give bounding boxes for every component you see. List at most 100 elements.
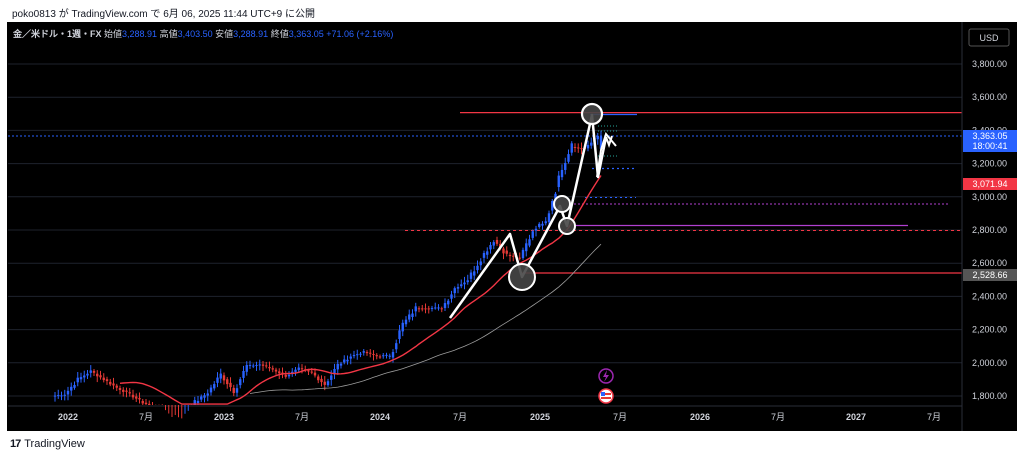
x-tick-label: 2023 xyxy=(214,412,234,422)
tradingview-logo-icon: 17 xyxy=(10,438,21,450)
price-label-value: 3,071.94 xyxy=(972,179,1007,189)
candle-body xyxy=(346,359,349,362)
candle-body xyxy=(242,370,245,378)
candle-body xyxy=(86,373,89,376)
candle-body xyxy=(226,379,229,385)
candle-body xyxy=(200,396,203,400)
candle-body xyxy=(265,365,268,367)
candle-body xyxy=(70,386,73,391)
candle-body xyxy=(456,287,460,289)
legend-text: 3,363.05 xyxy=(289,29,327,39)
candle-body xyxy=(261,364,265,366)
candle-body xyxy=(495,240,499,244)
candle-body xyxy=(463,282,466,285)
y-tick-label: 2,600.00 xyxy=(972,258,1007,268)
candle-body xyxy=(362,351,365,353)
candle-body xyxy=(144,402,148,405)
candle-body xyxy=(255,364,258,366)
candle-body xyxy=(434,307,437,309)
candle-body xyxy=(359,353,362,355)
price-label-box xyxy=(963,178,1017,190)
marker-circle-mid xyxy=(558,217,576,235)
legend-text: 金／米ドル・1週・FX xyxy=(12,28,104,39)
legend-text: +71.06 (+2.16%) xyxy=(326,29,393,39)
lightning-icon xyxy=(598,368,614,384)
candle-body xyxy=(320,378,323,383)
candle-body xyxy=(411,313,414,317)
candle-body xyxy=(300,368,304,370)
footer-bar: 17 TradingView xyxy=(0,431,1024,457)
tradingview-logo[interactable]: 17 TradingView xyxy=(10,438,85,450)
candle-body xyxy=(339,363,343,366)
candle-body xyxy=(395,343,398,350)
legend-text: 安値 xyxy=(215,28,233,39)
candle-body xyxy=(528,239,531,246)
price-label-countdown: 18:00:41 xyxy=(972,141,1007,151)
us-flag-stripes xyxy=(601,393,611,395)
y-tick-label: 3,000.00 xyxy=(972,192,1007,202)
candle-body xyxy=(427,308,430,310)
legend-text: 高値 xyxy=(160,28,178,39)
candle-body xyxy=(450,294,453,299)
legend-text: 始値 xyxy=(104,28,122,39)
arrow-forecast-path xyxy=(596,131,617,178)
time-axis: 2022 7月 2023 7月 2024 7月 2025 7月 2026 7月 2027 7月 xyxy=(58,412,941,422)
candle-body xyxy=(109,381,112,385)
candle-body xyxy=(278,371,281,374)
candle-body xyxy=(560,169,564,178)
candle-body xyxy=(219,373,222,379)
candle-body xyxy=(437,307,440,309)
event-icons xyxy=(598,368,614,404)
legend-text: 3,403.50 xyxy=(178,29,216,39)
moving-average-fast xyxy=(119,175,602,405)
legend-text: 3,288.91 xyxy=(233,29,271,39)
candle-body xyxy=(336,363,339,370)
candle-body xyxy=(206,393,209,396)
publish-caption-bar: poko0813 が TradingView.com で 6月 06, 2025… xyxy=(0,0,1024,22)
candle-body xyxy=(388,355,391,357)
candle-body xyxy=(96,373,99,377)
currency-button[interactable]: USD xyxy=(968,28,1010,47)
candle-body xyxy=(489,245,492,250)
candle-body xyxy=(60,395,63,397)
candle-body xyxy=(73,385,76,388)
candle-body xyxy=(382,355,385,357)
candle-body xyxy=(421,308,424,310)
candle-body xyxy=(466,280,469,283)
candle-body xyxy=(213,384,216,389)
candle-body xyxy=(596,135,599,140)
candle-body xyxy=(349,356,352,359)
candle-body xyxy=(105,379,109,382)
candle-body xyxy=(115,385,118,388)
candle-body xyxy=(505,250,508,254)
candle-body xyxy=(460,284,463,287)
publish-caption: poko0813 が TradingView.com で 6月 06, 2025… xyxy=(12,9,316,20)
moving-average-slow xyxy=(249,243,602,394)
candle-body xyxy=(518,257,521,259)
candle-body xyxy=(216,377,219,383)
y-tick-label: 3,200.00 xyxy=(972,159,1007,169)
candle-body xyxy=(323,381,326,385)
candle-body xyxy=(131,394,135,398)
chart-grid xyxy=(8,63,962,407)
candle-body xyxy=(209,387,213,393)
candle-body xyxy=(76,377,79,383)
candle-body xyxy=(232,387,235,394)
x-tick-label: 7月 xyxy=(771,412,785,422)
candle-body xyxy=(66,390,70,395)
x-tick-label: 7月 xyxy=(139,412,153,422)
x-tick-label: 7月 xyxy=(927,412,941,422)
y-tick-label: 2,800.00 xyxy=(972,225,1007,235)
candle-body xyxy=(554,193,557,202)
candle-body xyxy=(148,403,151,405)
candle-body xyxy=(401,322,404,332)
candle-body xyxy=(122,389,125,392)
candle-body xyxy=(417,308,421,310)
candle-body xyxy=(440,308,443,310)
candle-body xyxy=(99,375,102,378)
candle-body xyxy=(248,364,252,366)
x-tick-label: 7月 xyxy=(453,412,467,422)
candle-body xyxy=(479,261,482,266)
candle-body xyxy=(476,265,479,271)
